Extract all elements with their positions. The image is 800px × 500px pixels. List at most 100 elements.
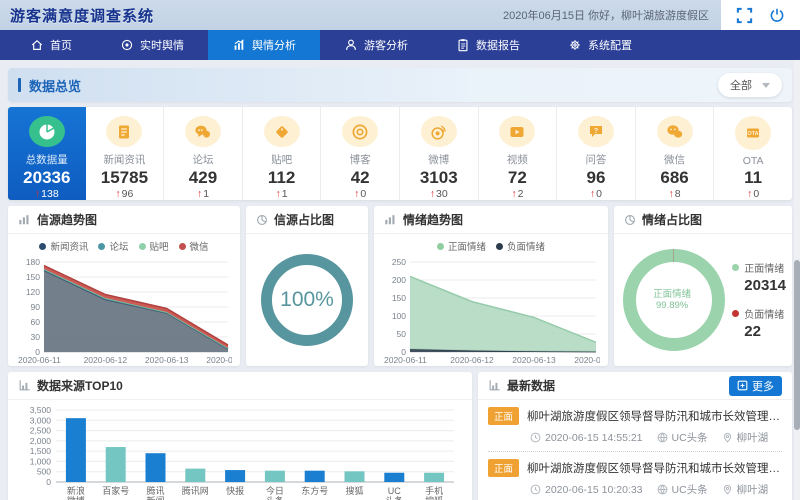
sentiment-pie-legend: 正面情绪 20314 负面情绪 22 [732,260,786,340]
globe-icon [657,484,668,495]
legend-item[interactable]: 新闻资讯 [39,239,88,253]
more-label: 更多 [752,380,774,393]
stat-card-weibo[interactable]: 微博 3103 ↑ 30 [399,107,479,200]
svg-text:东方号: 东方号 [301,485,328,496]
news-item[interactable]: 正面 柳叶湖旅游度假区领导督导防汛和城市长效管理工作 2020-06-15 10:2… [488,452,782,500]
svg-text:2020-06-14: 2020-06-14 [574,355,600,365]
stat-delta: ↑ 2 [511,188,524,200]
stat-label: 总数据量 [25,154,68,166]
monitor-icon [120,38,134,52]
stat-card-qa[interactable]: ? 问答 96 ↑ 0 [557,107,636,200]
stat-card-news[interactable]: 新闻资讯 15785 ↑ 96 [85,107,165,200]
nav-item-report[interactable]: 数据报告 [432,30,544,60]
svg-text:百家号: 百家号 [102,485,129,496]
panel-title: 数据来源TOP10 [37,379,123,393]
legend-item[interactable]: 微信 [178,239,209,253]
stat-label: 微博 [428,154,450,166]
panel-title: 情绪占比图 [642,213,703,227]
stat-card-wechat[interactable]: 微信 686 ↑ 8 [635,107,715,200]
panel-latest-news: 最新数据 更多 正面 柳叶湖旅游度假区领导督导防汛和城市长效管理工作 2020-06… [478,372,792,500]
power-icon[interactable] [769,7,785,23]
scrollbar-thumb[interactable] [794,260,800,430]
svg-text:150: 150 [392,293,406,303]
stat-card-ota[interactable]: OTA OTA 11 ↑ 0 [714,107,792,200]
up-arrow-icon: ↑ [511,188,517,200]
legend-item[interactable]: 贴吧 [138,239,169,253]
svg-text:搜狐: 搜狐 [345,485,363,496]
stat-label: 视频 [506,154,528,166]
nav-item-home[interactable]: 首页 [6,30,96,60]
visitor-icon [344,38,358,52]
stat-card-tag[interactable]: 贴吧 112 ↑ 1 [242,107,322,200]
svg-text:3,500: 3,500 [30,405,52,415]
up-arrow-icon: ↑ [429,188,436,200]
news-title[interactable]: 柳叶湖旅游度假区领导督导防汛和城市长效管理工作 [527,411,782,423]
svg-text:2,500: 2,500 [30,426,52,436]
pie-legend-value: 22 [744,323,761,340]
stat-value: 11 [744,168,763,187]
trend-chart-icon [384,213,397,226]
stat-label: 微信 [664,154,686,166]
news-item[interactable]: 正面 柳叶湖旅游度假区领导督导防汛和城市长效管理工作 2020-06-15 14:5… [488,400,782,452]
stat-delta: ↑ 138 [34,188,59,200]
fullscreen-icon[interactable] [736,7,753,24]
panel-sentiment-trend: 情绪趋势图 正面情绪 负面情绪 0 50 100 150 200 250 2020-06-11… [374,206,608,366]
scrollbar-track [794,60,800,500]
sentiment-pie-center-label: 正面情绪 99.89% [653,288,692,311]
pie-legend-item[interactable]: 正面情绪 20314 [732,260,786,294]
pie-chart-icon [256,214,268,226]
stat-value: 429 [188,168,218,187]
forum-icon [184,116,221,147]
svg-text:快报: 快报 [226,485,244,496]
stat-label: 博客 [349,154,371,166]
stat-card-blog[interactable]: 博客 42 ↑ 0 [321,107,400,200]
svg-text:30: 30 [31,332,41,342]
pin-icon [722,432,733,443]
stat-delta: ↑ 1 [275,188,288,200]
legend-item[interactable]: 正面情绪 [436,239,486,253]
stat-card-video[interactable]: 视频 72 ↑ 2 [478,107,558,200]
svg-text:UC头条: UC头条 [385,486,403,500]
wechat-icon [656,116,693,147]
panel-source-pie: 信源占比图 100% [246,206,368,366]
main-nav: 首页 实时舆情 舆情分析 游客分析 数据报告 系统配置 [0,30,800,60]
legend-item[interactable]: 负面情绪 [496,239,545,253]
pin-icon [722,484,733,495]
news-region: 柳叶湖 [722,430,768,445]
more-button[interactable]: 更多 [729,375,782,396]
news-title[interactable]: 柳叶湖旅游度假区领导督导防汛和城市长效管理工作 [527,463,782,475]
nav-item-visitor[interactable]: 游客分析 [320,30,432,60]
stat-card-row: 总数据量 20336 ↑ 138 新闻资讯 15785 ↑ 96 论坛 429 ↑ 1 贴吧 112 ↑ 1 博… [8,107,792,200]
svg-text:200: 200 [392,275,406,285]
greeting-text: 2020年06月15日 你好，柳叶湖旅游度假区 [503,10,709,22]
nav-label: 实时舆情 [140,40,184,52]
filter-select[interactable]: 全部 [718,73,782,97]
stat-label: 论坛 [192,154,214,166]
svg-text:1,000: 1,000 [30,456,52,466]
stat-card-pie[interactable]: 总数据量 20336 ↑ 138 [8,107,86,200]
ota-icon: OTA [735,116,772,150]
svg-text:2020-06-12: 2020-06-12 [84,355,128,365]
plus-box-icon [737,380,748,391]
legend-item[interactable]: 论坛 [98,239,129,253]
qa-icon: ? [577,116,614,147]
stat-delta: ↑ 30 [429,188,448,200]
stat-value: 686 [660,168,689,187]
app-title: 游客满意度调查系统 [10,7,155,25]
sentiment-badge: 正面 [488,459,520,477]
svg-text:?: ? [594,125,599,134]
news-time: 2020-06-15 14:55:21 [530,432,643,444]
panel-title: 信源占比图 [274,213,335,227]
clock-icon [530,484,541,495]
up-arrow-icon: ↑ [115,188,121,200]
svg-text:手机搜狐: 手机搜狐 [425,485,443,500]
stat-card-forum[interactable]: 论坛 429 ↑ 1 [164,107,243,200]
svg-text:100: 100 [392,311,406,321]
nav-item-monitor[interactable]: 实时舆情 [96,30,208,60]
pie-legend-item[interactable]: 负面情绪 22 [732,306,786,340]
nav-item-settings[interactable]: 系统配置 [544,30,656,60]
tag-icon [263,116,300,147]
nav-item-analysis[interactable]: 舆情分析 [208,30,320,60]
stat-delta: ↑ 0 [354,188,367,200]
overview-section-bar: 数据总览 全部 [8,68,792,102]
